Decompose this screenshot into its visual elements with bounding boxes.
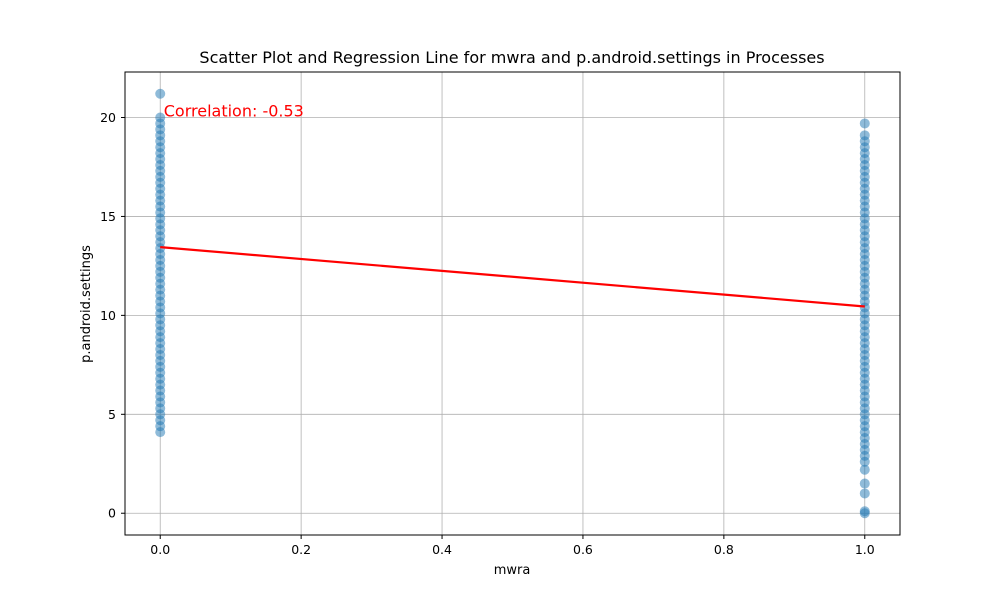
- y-tick-label: 15: [100, 209, 116, 224]
- scatter-point: [859, 118, 870, 129]
- axis-ticks: 0.0 0.2 0.4 0.6 0.8 1.0 0 5 10 15 20: [100, 110, 875, 557]
- y-axis-label: p.android.settings: [79, 245, 94, 363]
- scatter-point: [859, 478, 870, 489]
- plot-area-frame: [124, 71, 901, 536]
- y-tick-label: 5: [108, 407, 116, 422]
- regression-line: [160, 246, 865, 308]
- y-tick-label: 10: [100, 308, 116, 323]
- scatter-points: [155, 88, 870, 519]
- y-tick-label: 20: [100, 110, 116, 125]
- scatter-point: [155, 88, 166, 99]
- scatter-point: [155, 427, 166, 438]
- grid: [125, 72, 900, 535]
- x-tick-label: 0.8: [714, 542, 734, 557]
- scatter-point: [859, 488, 870, 499]
- regression-line-group: [160, 246, 865, 308]
- correlation-annotation: Correlation: -0.53: [164, 102, 304, 121]
- x-tick-label: 1.0: [855, 542, 875, 557]
- x-tick-label: 0.0: [150, 542, 170, 557]
- x-axis-label: mwra: [494, 563, 531, 578]
- scatter-point: [859, 464, 870, 475]
- chart-title: Scatter Plot and Regression Line for mwr…: [199, 48, 824, 67]
- x-tick-label: 0.4: [432, 542, 452, 557]
- scatter-point: [859, 508, 870, 519]
- y-tick-label: 0: [108, 506, 116, 521]
- x-tick-label: 0.6: [573, 542, 593, 557]
- scatter-point: [859, 456, 870, 467]
- x-tick-label: 0.2: [291, 542, 311, 557]
